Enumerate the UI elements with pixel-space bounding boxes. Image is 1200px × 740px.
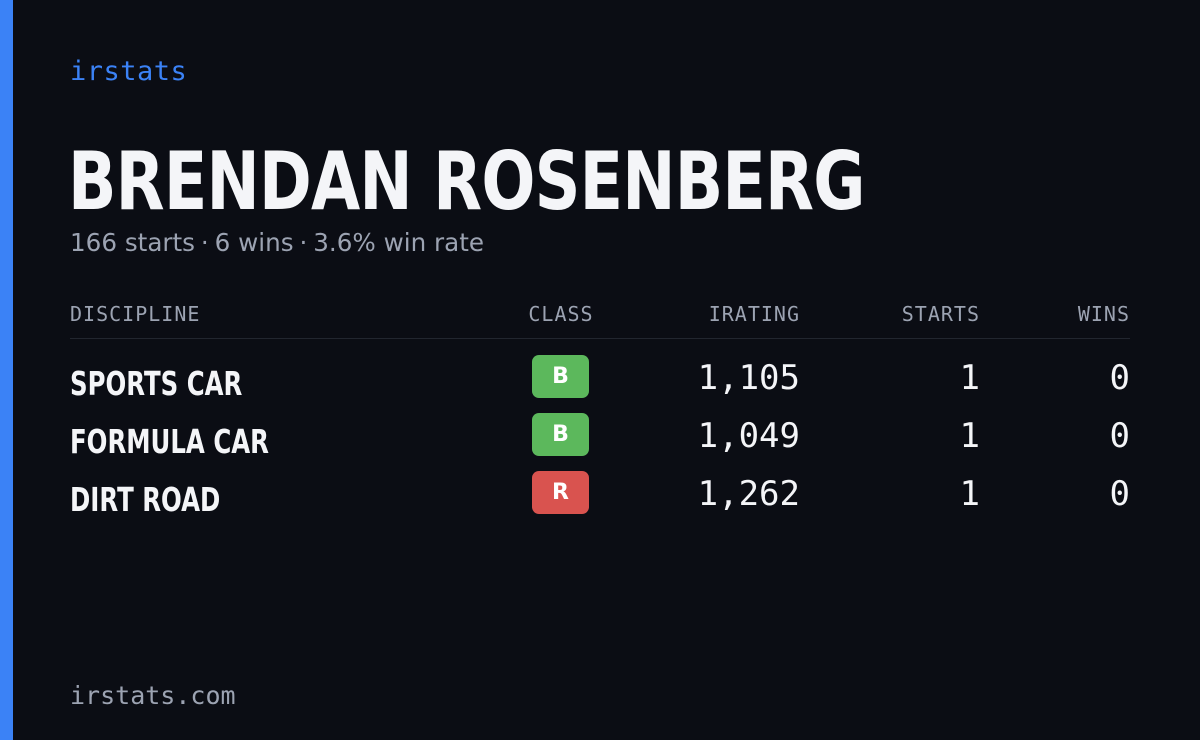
column-header-class: CLASS (528, 302, 594, 326)
wins-value: 0 (1109, 416, 1130, 456)
class-badge: B (532, 355, 589, 398)
table-row: SPORTS CAR B 1,105 1 0 (70, 355, 1130, 413)
class-badge: B (532, 413, 589, 456)
summary-separator: · (299, 228, 308, 257)
starts-value: 1 (959, 474, 980, 514)
wins-value: 0 (1109, 358, 1130, 398)
irating-value: 1,262 (697, 474, 800, 514)
summary-wins: 6 wins (214, 228, 294, 257)
driver-name: BRENDAN ROSENBERG (68, 135, 865, 228)
accent-bar (0, 0, 13, 740)
wins-value: 0 (1109, 474, 1130, 514)
discipline-label: SPORTS CAR (70, 364, 243, 403)
class-badge: R (532, 471, 589, 514)
column-header-starts: STARTS (901, 302, 980, 326)
footer-domain[interactable]: irstats.com (70, 681, 236, 710)
summary-separator: · (200, 228, 209, 257)
table-row: DIRT ROAD R 1,262 1 0 (70, 471, 1130, 529)
discipline-label: FORMULA CAR (70, 422, 269, 461)
summary-win-rate: 3.6% win rate (313, 228, 485, 257)
discipline-label: DIRT ROAD (70, 480, 221, 519)
column-header-discipline: DISCIPLINE (70, 302, 201, 326)
starts-value: 1 (959, 358, 980, 398)
summary-starts: 166 starts (70, 228, 196, 257)
starts-value: 1 (959, 416, 980, 456)
table-header: DISCIPLINE CLASS IRATING STARTS WINS (70, 300, 1130, 339)
irating-value: 1,049 (697, 416, 800, 456)
brand-logo[interactable]: irstats (70, 56, 188, 87)
table-row: FORMULA CAR B 1,049 1 0 (70, 413, 1130, 471)
irating-value: 1,105 (697, 358, 800, 398)
driver-summary: 166 starts · 6 wins · 3.6% win rate (70, 228, 484, 257)
column-header-irating: IRATING (708, 302, 800, 326)
column-header-wins: WINS (1077, 302, 1130, 326)
